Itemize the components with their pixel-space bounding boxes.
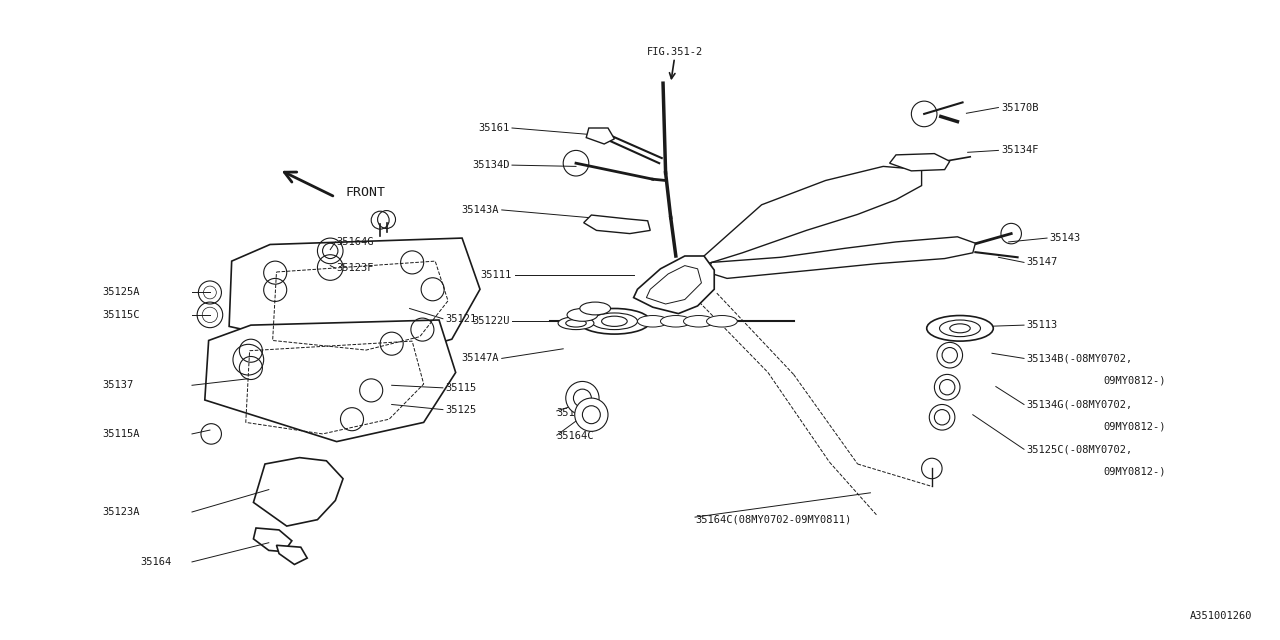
- Circle shape: [929, 404, 955, 430]
- Text: 35134G(-08MY0702,: 35134G(-08MY0702,: [1027, 399, 1133, 410]
- Text: 35147: 35147: [557, 408, 588, 418]
- Polygon shape: [229, 238, 480, 360]
- Ellipse shape: [660, 316, 691, 327]
- Text: 35115C: 35115C: [102, 310, 140, 320]
- Text: 35161: 35161: [479, 123, 509, 133]
- Text: 35123A: 35123A: [102, 507, 140, 517]
- Text: 35164: 35164: [141, 557, 172, 567]
- Polygon shape: [586, 128, 614, 144]
- Polygon shape: [707, 237, 975, 278]
- Text: 09MY0812-): 09MY0812-): [1103, 466, 1166, 476]
- Polygon shape: [634, 256, 714, 314]
- Text: 35134D: 35134D: [472, 160, 509, 170]
- Polygon shape: [253, 528, 292, 552]
- Ellipse shape: [558, 317, 594, 330]
- Circle shape: [575, 398, 608, 431]
- Text: 35147: 35147: [1027, 257, 1057, 268]
- Ellipse shape: [684, 316, 714, 327]
- Text: 35122U: 35122U: [472, 316, 509, 326]
- Text: 35147A: 35147A: [462, 353, 499, 364]
- Ellipse shape: [707, 316, 737, 327]
- Text: 35134B(-08MY0702,: 35134B(-08MY0702,: [1027, 353, 1133, 364]
- Polygon shape: [890, 154, 950, 171]
- Text: 35164C(08MY0702-09MY0811): 35164C(08MY0702-09MY0811): [695, 515, 851, 525]
- Text: FRONT: FRONT: [346, 186, 385, 198]
- Text: 35113: 35113: [1027, 320, 1057, 330]
- Text: 35125: 35125: [445, 404, 476, 415]
- Text: 35134F: 35134F: [1001, 145, 1038, 156]
- Ellipse shape: [927, 316, 993, 341]
- Ellipse shape: [567, 308, 598, 321]
- Text: FIG.351-2: FIG.351-2: [646, 47, 703, 58]
- Polygon shape: [253, 458, 343, 526]
- Text: 35115A: 35115A: [102, 429, 140, 439]
- Circle shape: [934, 374, 960, 400]
- Text: 35115: 35115: [445, 383, 476, 393]
- Polygon shape: [584, 215, 650, 234]
- Ellipse shape: [580, 302, 611, 315]
- Ellipse shape: [579, 308, 650, 334]
- Polygon shape: [276, 545, 307, 564]
- Text: 35121: 35121: [445, 314, 476, 324]
- Text: 35125C(-08MY0702,: 35125C(-08MY0702,: [1027, 444, 1133, 454]
- Text: 35125A: 35125A: [102, 287, 140, 298]
- Text: 35164G: 35164G: [337, 237, 374, 247]
- Text: 35143A: 35143A: [462, 205, 499, 215]
- Text: 09MY0812-): 09MY0812-): [1103, 375, 1166, 385]
- Text: 35137: 35137: [102, 380, 133, 390]
- Text: 35170B: 35170B: [1001, 102, 1038, 113]
- Ellipse shape: [637, 316, 668, 327]
- Polygon shape: [701, 166, 922, 266]
- Polygon shape: [205, 320, 456, 442]
- Text: 35111: 35111: [481, 270, 512, 280]
- Text: 35164C: 35164C: [557, 431, 594, 442]
- Text: 35143: 35143: [1050, 233, 1080, 243]
- Text: 35123F: 35123F: [337, 263, 374, 273]
- Circle shape: [937, 342, 963, 368]
- Text: A351001260: A351001260: [1189, 611, 1252, 621]
- Circle shape: [566, 381, 599, 415]
- Text: 09MY0812-): 09MY0812-): [1103, 421, 1166, 431]
